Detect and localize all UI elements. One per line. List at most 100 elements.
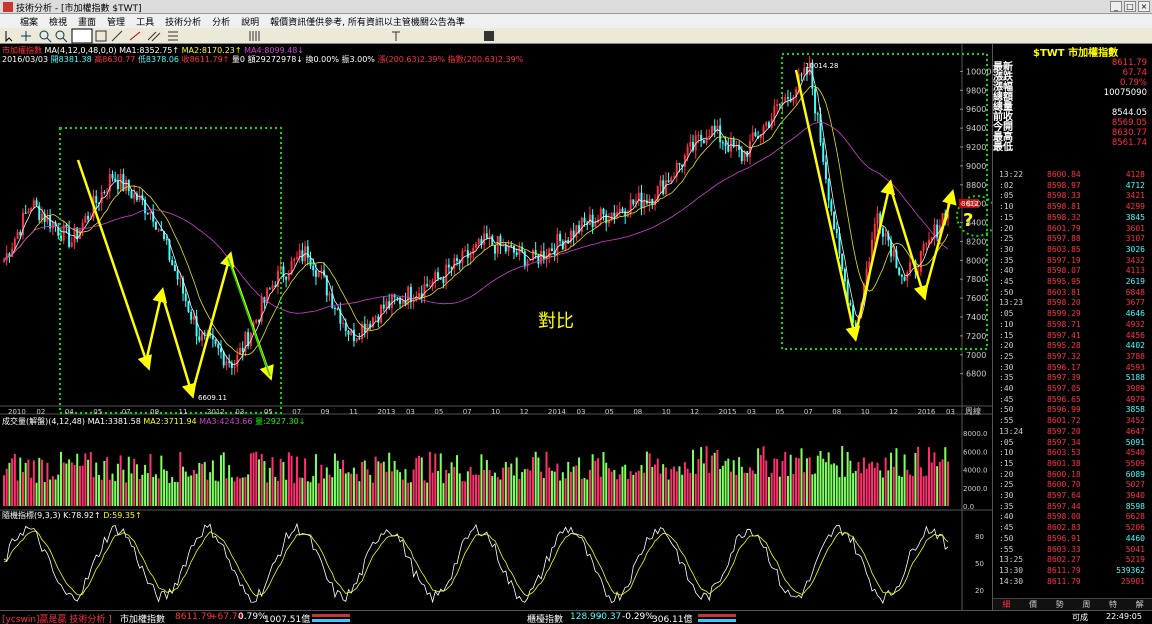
quote-row: 總額 10075090 — [993, 88, 1152, 103]
volume-bar — [220, 455, 223, 506]
time-axis-label: 2015 — [719, 408, 737, 416]
grid-icon[interactable] — [95, 30, 107, 42]
candle-body — [380, 304, 383, 323]
candle-body — [342, 322, 345, 324]
menu-technical[interactable]: 技術分析 — [165, 17, 202, 28]
tab-special[interactable]: 特 — [1109, 600, 1118, 609]
candle-body — [936, 224, 939, 238]
candle-body — [599, 208, 602, 220]
volume-bar — [911, 475, 914, 506]
tab-weekly[interactable]: 周 — [1082, 600, 1091, 609]
candle-body — [830, 200, 833, 212]
volume-bar — [447, 473, 450, 506]
crosshair-icon[interactable] — [21, 31, 31, 41]
quote-panel: $TWT 市加權指數 最新 8611.79 漲跌 67.74 漲幅 0.79% 總額 1007… — [992, 44, 1152, 610]
menu-tools[interactable]: 工具 — [136, 17, 155, 28]
candle-body — [610, 212, 613, 221]
candle-body — [892, 250, 895, 257]
time-axis-label: 09 — [150, 408, 159, 416]
menu-analysis[interactable]: 分析 — [212, 17, 231, 28]
minimize-button[interactable]: _ — [1110, 1, 1122, 12]
parallel-tool-icon[interactable] — [147, 31, 161, 42]
candle-body — [795, 88, 798, 98]
tick-price: 8598.20 — [1047, 298, 1081, 308]
time-axis-label: 11 — [349, 408, 358, 416]
time-axis-label: 05 — [264, 408, 273, 416]
brand-label: [ycswin]贏是贏 技術分析 ] — [2, 615, 112, 624]
bars-tool-icon[interactable] — [249, 31, 260, 41]
tab-price[interactable]: 價 — [1029, 600, 1037, 609]
tick-volume: 5041 — [1125, 544, 1145, 554]
candle-body — [754, 132, 757, 137]
ray-tool-icon[interactable] — [129, 31, 141, 41]
menu-file[interactable]: 檔案 — [20, 17, 39, 28]
volume-bar — [559, 480, 562, 506]
candle-body — [16, 231, 19, 239]
candle-body — [244, 332, 247, 353]
price-axis-label: 8200 — [966, 237, 986, 246]
tick-price: 8595.28 — [1047, 341, 1081, 351]
line-tool-icon[interactable] — [111, 30, 123, 42]
volume-bar — [746, 472, 749, 506]
tick-volume: 5091 — [1125, 437, 1145, 447]
volume-bar — [198, 462, 201, 506]
trend-arrow — [794, 69, 861, 342]
tick-volume: 4593 — [1125, 362, 1145, 372]
tick-price: 8598.00 — [1047, 512, 1081, 522]
volume-bar — [84, 453, 87, 506]
tab-analysis[interactable]: 解 — [1135, 600, 1144, 609]
volume-bar — [890, 452, 893, 506]
menu-help[interactable]: 說明 — [241, 17, 260, 28]
candle-body — [274, 285, 277, 288]
candle-body — [239, 347, 241, 355]
candle-body — [697, 135, 700, 137]
time-axis-label: 07 — [122, 408, 131, 416]
volume-bar — [613, 469, 616, 506]
tab-trend[interactable]: 勢 — [1055, 600, 1064, 609]
tick-price: 8598.33 — [1047, 191, 1081, 201]
chart-canvas[interactable]: ? 6609.11 10014.28 8612 10000 9800 9600 9400 92… — [0, 44, 992, 610]
menu-view[interactable]: 檢視 — [49, 17, 68, 28]
volume-bar — [252, 452, 255, 506]
volume-bar — [347, 472, 350, 506]
chart-area[interactable]: ? 6609.11 10014.28 8612 10000 9800 9600 9400 92… — [0, 44, 992, 610]
volume-bar — [610, 471, 613, 506]
candle-body — [68, 226, 71, 247]
volume-bar — [751, 470, 754, 506]
volume-bar — [545, 451, 548, 506]
otc-value: 128.99 — [570, 612, 602, 622]
volume-bar — [854, 471, 857, 506]
text-tool-icon[interactable] — [392, 31, 400, 41]
volume-bar — [239, 478, 241, 506]
volume-bar — [534, 451, 537, 506]
volume-bar — [211, 460, 214, 506]
menu-manage[interactable]: 管理 — [107, 17, 126, 28]
volume-bar — [13, 453, 16, 506]
save-icon[interactable] — [484, 31, 494, 41]
close-button[interactable]: × — [1138, 1, 1150, 12]
volume-bar — [540, 471, 543, 506]
tick-volume: 3421 — [1125, 191, 1145, 201]
candle-body — [320, 270, 323, 272]
menu-screen[interactable]: 畫面 — [78, 17, 97, 28]
volume-bar — [236, 476, 239, 506]
candle-body — [437, 272, 440, 279]
maximize-button[interactable]: □ — [1124, 1, 1136, 12]
fibonacci-tool-icon[interactable] — [168, 31, 178, 41]
volume-bar — [323, 478, 326, 506]
tick-volume: 3452 — [1125, 416, 1145, 426]
candle-body — [431, 281, 434, 287]
candle-body — [838, 233, 841, 254]
pointer-icon[interactable] — [5, 31, 13, 43]
candle-body — [21, 212, 24, 236]
zoom-out-icon[interactable] — [55, 30, 68, 43]
zoom-in-icon[interactable] — [39, 30, 52, 43]
candle-body — [257, 320, 260, 322]
candle-body — [740, 149, 743, 162]
week-period-button[interactable] — [71, 28, 93, 44]
volume-bar — [786, 475, 789, 506]
candle-body — [618, 208, 621, 213]
candle-body — [282, 266, 285, 278]
volume-bar — [767, 476, 770, 506]
tab-details[interactable]: 細 — [1002, 600, 1011, 609]
